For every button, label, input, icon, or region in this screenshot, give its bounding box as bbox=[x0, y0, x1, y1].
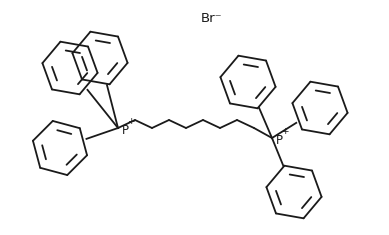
Text: +: + bbox=[281, 128, 289, 137]
Text: Br⁻: Br⁻ bbox=[201, 12, 223, 24]
Text: P: P bbox=[122, 124, 129, 137]
Text: +: + bbox=[127, 118, 135, 126]
Text: P: P bbox=[276, 133, 283, 146]
